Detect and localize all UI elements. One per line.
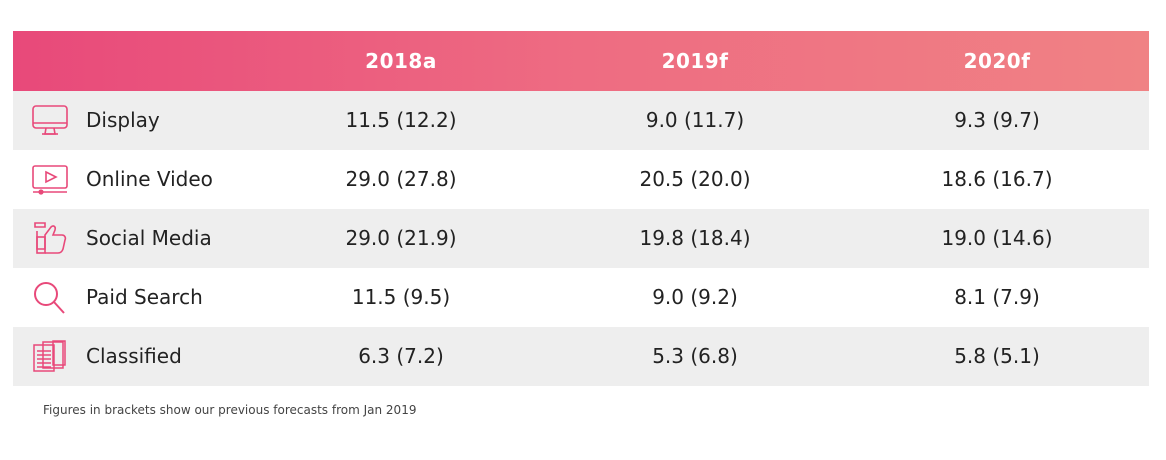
column-header-2018a: 2018a	[365, 49, 437, 73]
cell-2018a: 29.0 (27.8)	[345, 167, 457, 191]
cell-2020f: 5.8 (5.1)	[954, 344, 1040, 368]
table-row-display: Display 11.5 (12.2) 9.0 (11.7) 9.3 (9.7)	[13, 91, 1149, 150]
row-label: Social Media	[86, 226, 212, 250]
table-row-social-media: Social Media 29.0 (21.9) 19.8 (18.4) 19.…	[13, 209, 1149, 268]
cell-2018a: 29.0 (21.9)	[345, 226, 457, 250]
footnote: Figures in brackets show our previous fo…	[43, 403, 417, 417]
table-header: 2018a 2019f 2020f	[13, 31, 1149, 91]
monitor-icon	[31, 103, 69, 139]
cell-2020f: 19.0 (14.6)	[941, 226, 1053, 250]
cell-2020f: 9.3 (9.7)	[954, 108, 1040, 132]
cell-2018a: 11.5 (12.2)	[345, 108, 457, 132]
video-player-icon	[31, 162, 69, 198]
column-header-2019f: 2019f	[661, 49, 729, 73]
table-row-online-video: Online Video 29.0 (27.8) 20.5 (20.0) 18.…	[13, 150, 1149, 209]
table-row-paid-search: Paid Search 11.5 (9.5) 9.0 (9.2) 8.1 (7.…	[13, 268, 1149, 327]
table-row-classified: Classified 6.3 (7.2) 5.3 (6.8) 5.8 (5.1)	[13, 327, 1149, 386]
row-label: Display	[86, 108, 160, 132]
cell-2019f: 9.0 (11.7)	[645, 108, 745, 132]
column-header-2020f: 2020f	[963, 49, 1031, 73]
cell-2018a: 11.5 (9.5)	[351, 285, 451, 309]
magnifier-icon	[31, 280, 69, 316]
cell-2019f: 19.8 (18.4)	[639, 226, 751, 250]
cell-2020f: 18.6 (16.7)	[941, 167, 1053, 191]
forecast-table: 2018a 2019f 2020f Display 11.5 (12.2) 9.…	[13, 31, 1149, 386]
cell-2019f: 9.0 (9.2)	[652, 285, 738, 309]
row-label: Online Video	[86, 167, 213, 191]
cell-2020f: 8.1 (7.9)	[954, 285, 1040, 309]
cell-2019f: 20.5 (20.0)	[639, 167, 751, 191]
row-label: Paid Search	[86, 285, 203, 309]
thumbs-up-icon	[31, 221, 69, 257]
cell-2018a: 6.3 (7.2)	[358, 344, 444, 368]
cell-2019f: 5.3 (6.8)	[652, 344, 738, 368]
row-label: Classified	[86, 344, 182, 368]
newspaper-icon	[31, 339, 69, 375]
